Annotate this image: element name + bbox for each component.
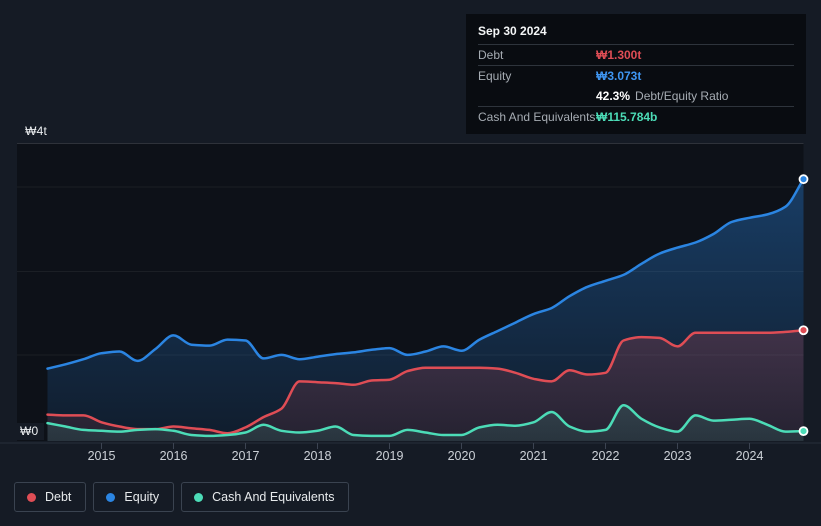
tooltip-equity-row: Equity ₩3.073t [478, 66, 794, 86]
debt-hover-marker[interactable] [798, 325, 809, 336]
legend-item-cash[interactable]: Cash And Equivalents [181, 482, 350, 512]
x-axis-label: 2023 [663, 449, 692, 463]
y-axis-label-zero: ₩0 [14, 423, 45, 440]
tooltip-cash-label: Cash And Equivalents [478, 110, 596, 124]
x-axis-label: 2024 [735, 449, 764, 463]
tooltip-ratio-value: 42.3% [596, 89, 631, 103]
x-axis-label: 2016 [159, 449, 188, 463]
x-axis-label: 2015 [87, 449, 116, 463]
legend-cash-label: Cash And Equivalents [212, 490, 335, 504]
tooltip-ratio-label: Debt/Equity Ratio [635, 89, 729, 103]
tooltip-cash-row: Cash And Equivalents ₩115.784b [478, 107, 794, 127]
legend-debt-label: Debt [45, 490, 72, 504]
legend: Debt Equity Cash And Equivalents [14, 482, 350, 512]
legend-item-debt[interactable]: Debt [14, 482, 87, 512]
x-axis-label: 2020 [447, 449, 476, 463]
tooltip-date: Sep 30 2024 [478, 21, 794, 45]
x-axis-label: 2018 [303, 449, 332, 463]
x-axis-label: 2021 [519, 449, 548, 463]
x-axis-label: 2022 [591, 449, 620, 463]
cash-line [46, 403, 805, 438]
tooltip-equity-label: Equity [478, 69, 512, 83]
equity-hover-marker[interactable] [798, 174, 809, 185]
tooltip: Sep 30 2024 Debt ₩1.300t Equity ₩3.073t … [466, 14, 806, 134]
tooltip-cash-value: ₩115.784b [596, 110, 658, 124]
tooltip-debt-label: Debt [478, 48, 504, 62]
debt-dot-icon [27, 492, 36, 502]
tooltip-debt-value: ₩1.300t [596, 48, 642, 62]
equity-dot-icon [106, 492, 116, 502]
x-axis-label: 2019 [375, 449, 404, 463]
debt-line [46, 328, 805, 435]
x-axis-label: 2017 [231, 449, 260, 463]
y-axis-label-max: ₩4t [25, 124, 47, 138]
equity-line [46, 177, 805, 370]
legend-item-equity[interactable]: Equity [93, 482, 175, 512]
legend-equity-label: Equity [124, 490, 160, 504]
cash-area-fill [47, 405, 804, 441]
cash-hover-marker[interactable] [798, 426, 809, 437]
tooltip-equity-value: ₩3.073t [596, 69, 642, 83]
tooltip-debt-row: Debt ₩1.300t [478, 45, 794, 66]
cash-dot-icon [194, 492, 204, 502]
tooltip-ratio-row: 42.3% Debt/Equity Ratio [478, 86, 794, 107]
